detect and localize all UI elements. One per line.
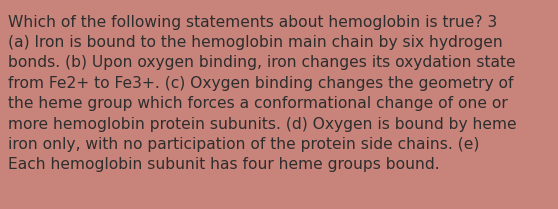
Text: Which of the following statements about hemoglobin is true? 3
(a) Iron is bound : Which of the following statements about … (8, 15, 517, 172)
